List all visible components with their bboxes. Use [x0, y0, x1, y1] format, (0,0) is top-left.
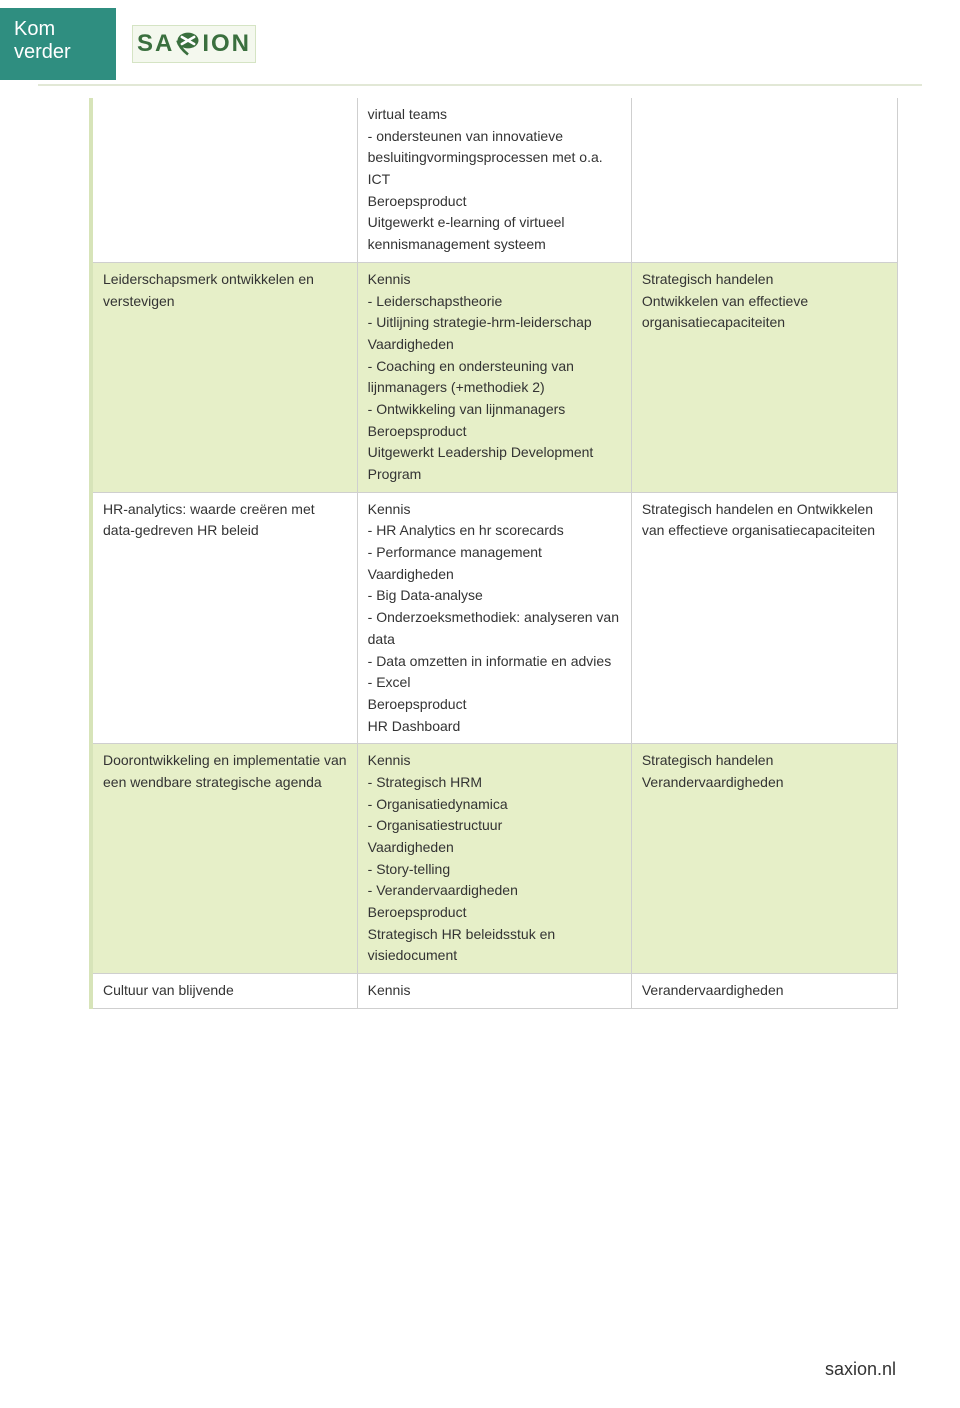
- content-table-wrap: virtual teams- ondersteunen van innovati…: [0, 86, 960, 1009]
- page-header: Kom verder SA ION: [0, 0, 960, 80]
- table-row: virtual teams- ondersteunen van innovati…: [91, 98, 898, 262]
- table-cell: virtual teams- ondersteunen van innovati…: [357, 98, 631, 262]
- table-cell: Verandervaardigheden: [631, 974, 897, 1009]
- table-cell: Kennis- Strategisch HRM- Organisatiedyna…: [357, 744, 631, 974]
- table-cell: Strategisch handelenOntwikkelen van effe…: [631, 262, 897, 492]
- table-row: Cultuur van blijvendeKennisVerandervaard…: [91, 974, 898, 1009]
- table-row: HR-analytics: waarde creëren met data-ge…: [91, 492, 898, 744]
- table-cell: HR-analytics: waarde creëren met data-ge…: [91, 492, 357, 744]
- table-cell: Kennis- HR Analytics en hr scorecards- P…: [357, 492, 631, 744]
- table-cell: Leiderschapsmerk ontwikkelen en verstevi…: [91, 262, 357, 492]
- table-row: Doorontwikkeling en implementatie van ee…: [91, 744, 898, 974]
- table-row: Leiderschapsmerk ontwikkelen en verstevi…: [91, 262, 898, 492]
- kom-verder-badge: Kom verder: [0, 8, 116, 80]
- verder-text: verder: [14, 41, 98, 64]
- table-cell: Doorontwikkeling en implementatie van ee…: [91, 744, 357, 974]
- table-cell: Cultuur van blijvende: [91, 974, 357, 1009]
- kom-text: Kom: [14, 18, 98, 41]
- table-cell: [631, 98, 897, 262]
- table-cell: Strategisch handelen en Ontwikkelen van …: [631, 492, 897, 744]
- content-table: virtual teams- ondersteunen van innovati…: [89, 98, 898, 1009]
- footer-url: saxion.nl: [825, 1359, 896, 1380]
- saxion-x-icon: [174, 30, 202, 58]
- table-cell: Kennis- Leiderschapstheorie- Uitlijning …: [357, 262, 631, 492]
- saxion-wordmark: SA ION: [137, 30, 251, 58]
- table-cell: Strategisch handelenVerandervaardigheden: [631, 744, 897, 974]
- table-cell: Kennis: [357, 974, 631, 1009]
- saxion-logo: SA ION: [132, 25, 256, 63]
- table-cell: [91, 98, 357, 262]
